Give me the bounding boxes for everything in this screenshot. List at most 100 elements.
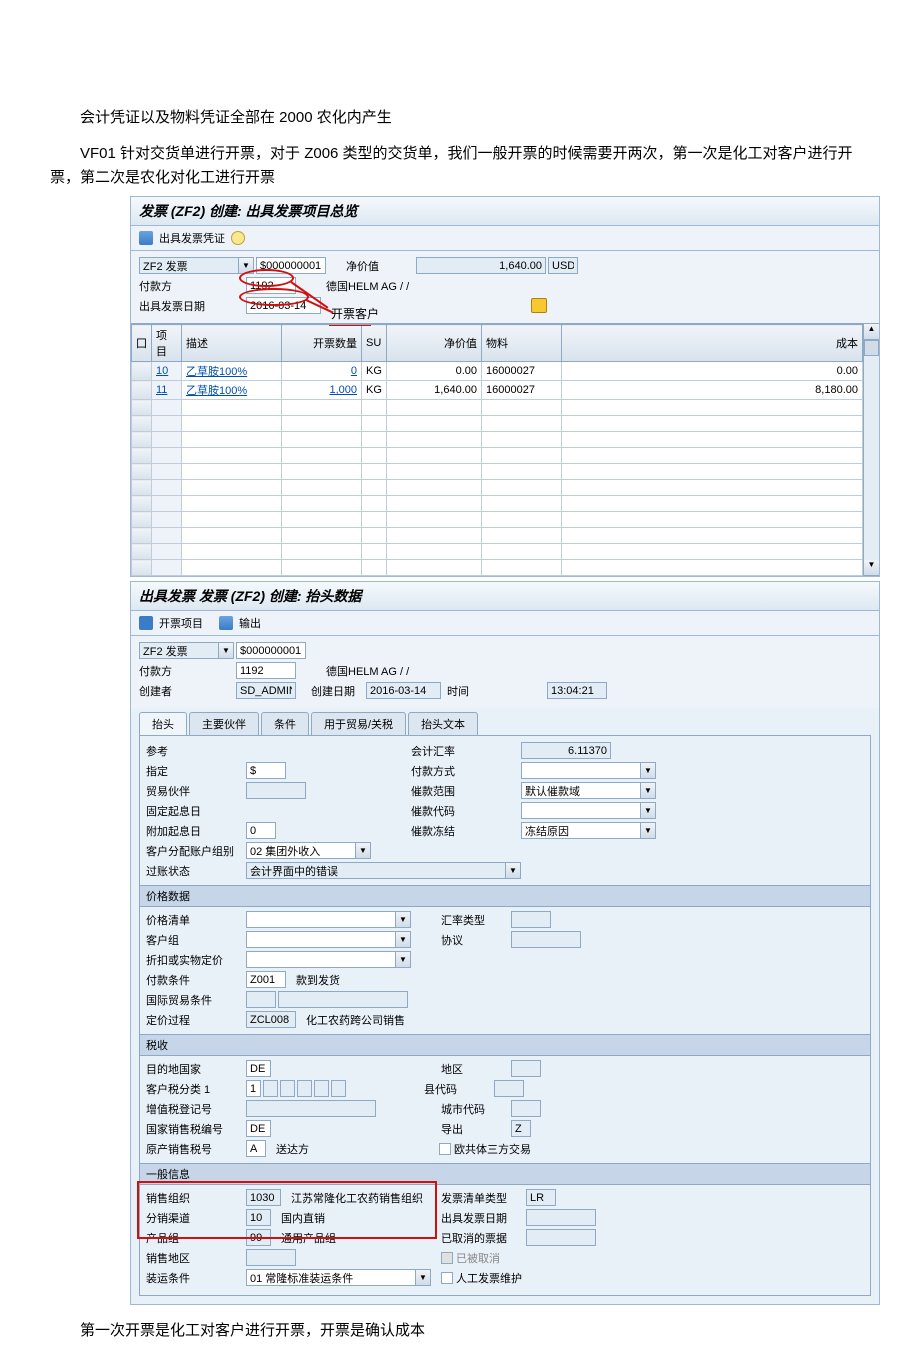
dchan-field — [246, 1209, 271, 1226]
doc-number-field[interactable] — [256, 257, 326, 274]
sap-screen-header: 出具发票 发票 (ZF2) 创建: 抬头数据 开票项目 输出 ▼ 付款方 德国H… — [130, 581, 880, 1305]
paymeth-field[interactable] — [521, 762, 641, 779]
cell-qty[interactable]: 0 — [282, 362, 362, 381]
col-mat: 物料 — [482, 325, 562, 362]
user-icon[interactable] — [139, 616, 153, 630]
table-row — [132, 480, 863, 496]
dropdown-icon[interactable]: ▼ — [239, 257, 254, 274]
cell-net: 0.00 — [387, 362, 482, 381]
lbl: 催款冻结 — [411, 823, 481, 839]
toolbar-btn[interactable]: 输出 — [239, 615, 261, 631]
origtax-field[interactable] — [246, 1140, 266, 1157]
scroll-up-icon[interactable]: ▲ — [864, 324, 879, 340]
payer-field[interactable] — [236, 662, 296, 679]
dropdown-icon[interactable]: ▼ — [641, 782, 656, 799]
pricelist-field[interactable] — [246, 911, 396, 928]
lbl: 增值税登记号 — [146, 1101, 246, 1117]
assign-field[interactable] — [246, 762, 286, 779]
custtax-field[interactable] — [246, 1080, 261, 1097]
shipcond-field[interactable] — [246, 1269, 416, 1286]
eutri-checkbox[interactable] — [439, 1143, 451, 1155]
netval-label: 净价值 — [346, 258, 416, 274]
table-row[interactable]: 10 乙草胺100% 0 KG 0.00 16000027 0.00 — [132, 362, 863, 381]
refresh-icon[interactable] — [231, 231, 245, 245]
tab-texts[interactable]: 抬头文本 — [408, 712, 478, 735]
dropdown-icon[interactable]: ▼ — [356, 842, 371, 859]
toolbar-btn[interactable]: 开票项目 — [159, 615, 203, 631]
dropdown-icon[interactable]: ▼ — [396, 951, 411, 968]
custgrp-field[interactable] — [246, 931, 396, 948]
dropdown-icon[interactable]: ▼ — [396, 911, 411, 928]
col-qty: 开票数量 — [282, 325, 362, 362]
toolbar-icon[interactable] — [139, 231, 153, 245]
table-row — [132, 560, 863, 576]
dunscope-field[interactable] — [521, 782, 641, 799]
payterm-field[interactable] — [246, 971, 286, 988]
tab-header[interactable]: 抬头 — [139, 712, 187, 735]
payer-name: 德国HELM AG / / — [326, 278, 409, 294]
lbl: 贸易伙伴 — [146, 783, 246, 799]
manual-checkbox[interactable] — [441, 1272, 453, 1284]
cancel-field — [526, 1229, 596, 1246]
dropdown-icon[interactable]: ▼ — [506, 862, 521, 879]
dropdown-icon[interactable]: ▼ — [641, 762, 656, 779]
sregion-field — [246, 1249, 296, 1266]
custacct-field[interactable] — [246, 842, 356, 859]
tab-partners[interactable]: 主要伙伴 — [189, 712, 259, 735]
destctry-field[interactable] — [246, 1060, 271, 1077]
tab-conditions[interactable]: 条件 — [261, 712, 309, 735]
lbl: 已取消的票据 — [441, 1230, 511, 1246]
discount-field[interactable] — [246, 951, 396, 968]
billdate-field[interactable] — [246, 297, 321, 314]
scroll-down-icon[interactable]: ▼ — [864, 560, 879, 576]
vertical-scrollbar[interactable]: ▲ ▼ — [863, 324, 879, 576]
screen-title: 出具发票 发票 (ZF2) 创建: 抬头数据 — [131, 582, 879, 611]
col-selector[interactable]: 囗 — [132, 325, 152, 362]
cell-qty[interactable]: 1,000 — [282, 381, 362, 400]
ctrytax-field[interactable] — [246, 1120, 271, 1137]
rate-field — [521, 742, 611, 759]
output-icon[interactable] — [219, 616, 233, 630]
lbl: 定价过程 — [146, 1012, 246, 1028]
dropdown-icon[interactable]: ▼ — [416, 1269, 431, 1286]
invlist-field — [526, 1189, 556, 1206]
cell-desc[interactable]: 乙草胺100% — [182, 362, 282, 381]
dropdown-icon[interactable]: ▼ — [396, 931, 411, 948]
scroll-thumb[interactable] — [864, 340, 879, 356]
region-field — [511, 1060, 541, 1077]
sorg-text: 江苏常隆化工农药销售组织 — [291, 1190, 441, 1206]
screen-title: 发票 (ZF2) 创建: 出具发票项目总览 — [131, 197, 879, 226]
addval-field[interactable] — [246, 822, 276, 839]
lbl: 销售地区 — [146, 1250, 246, 1266]
billing-type-field[interactable] — [139, 257, 239, 274]
cell-item[interactable]: 11 — [152, 381, 182, 400]
incoterms2-field — [278, 991, 408, 1008]
tab-trade[interactable]: 用于贸易/关税 — [311, 712, 406, 735]
dropdown-icon[interactable]: ▼ — [641, 822, 656, 839]
dropdown-icon[interactable]: ▼ — [641, 802, 656, 819]
table-row — [132, 432, 863, 448]
lbl: 欧共体三方交易 — [454, 1141, 531, 1157]
cell-desc[interactable]: 乙草胺100% — [182, 381, 282, 400]
calendar-icon[interactable] — [531, 298, 547, 313]
dropdown-icon[interactable]: ▼ — [219, 642, 234, 659]
lbl: 人工发票维护 — [456, 1270, 522, 1286]
incoterms-field — [246, 991, 276, 1008]
table-row — [132, 464, 863, 480]
duncode-field[interactable] — [521, 802, 641, 819]
lbl: 已被取消 — [456, 1250, 500, 1266]
table-row — [132, 448, 863, 464]
doc-paragraph: 会计凭证以及物料凭证全部在 2000 农化内产生 — [0, 100, 920, 136]
lbl: 汇率类型 — [441, 912, 511, 928]
table-row — [132, 496, 863, 512]
doc-number-field[interactable] — [236, 642, 306, 659]
lbl: 指定 — [146, 763, 246, 779]
lbl: 销售组织 — [146, 1190, 246, 1206]
dunblock-field[interactable] — [521, 822, 641, 839]
agree-field — [511, 931, 581, 948]
payer-field[interactable] — [246, 277, 296, 294]
billing-type-field[interactable] — [139, 642, 219, 659]
table-row[interactable]: 11 乙草胺100% 1,000 KG 1,640.00 16000027 8,… — [132, 381, 863, 400]
section-tax: 税收 — [140, 1034, 870, 1056]
cell-item[interactable]: 10 — [152, 362, 182, 381]
